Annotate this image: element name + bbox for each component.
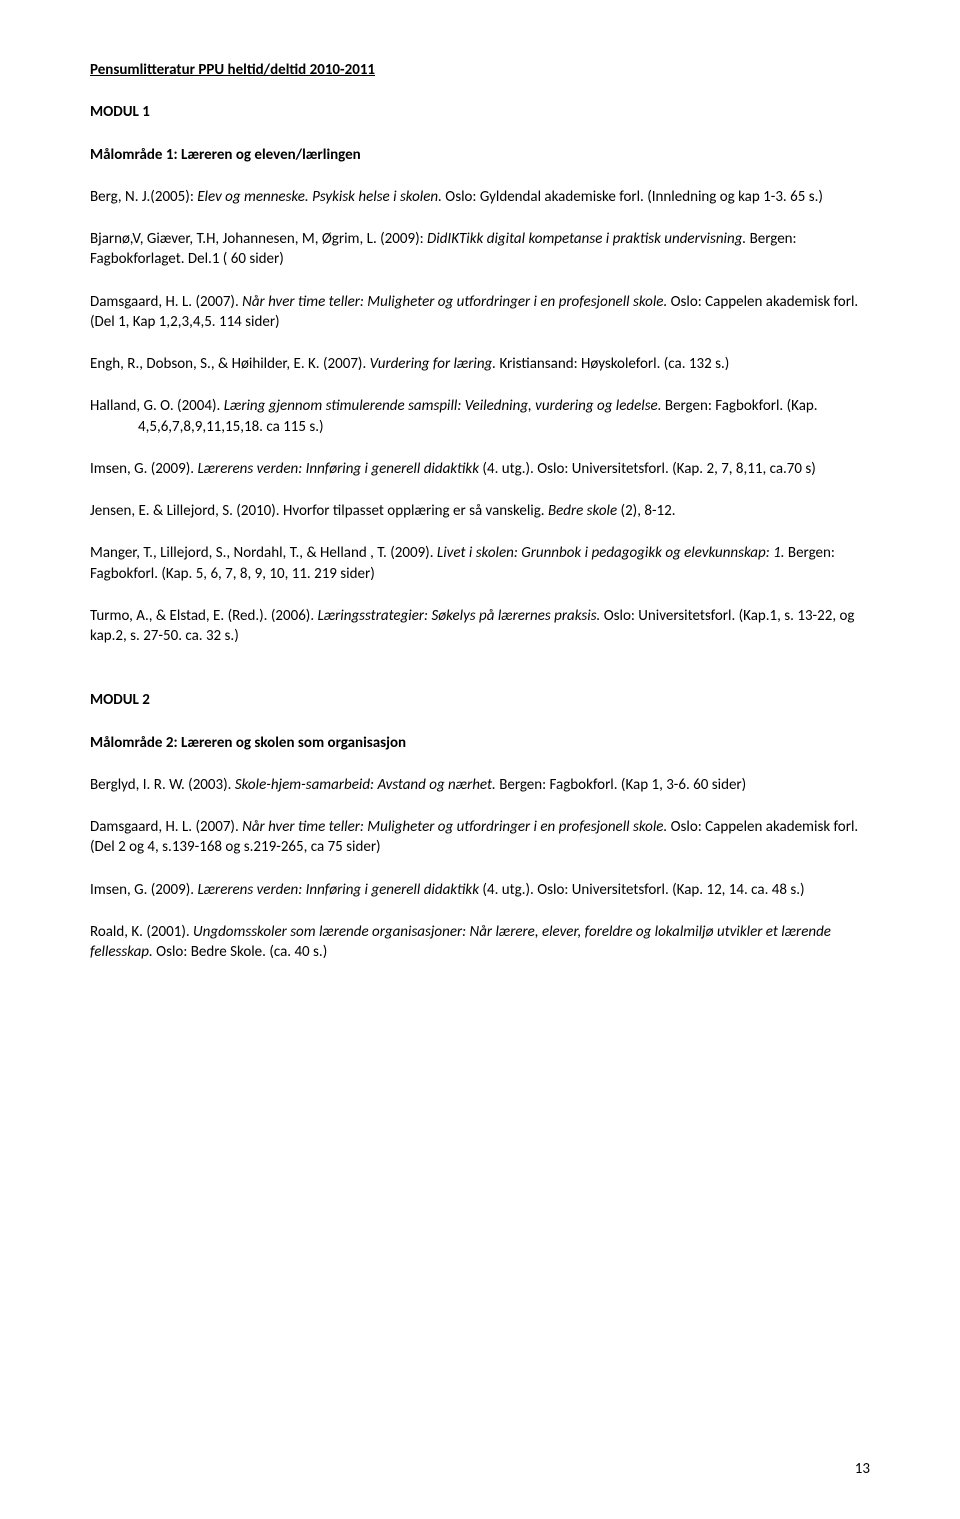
ref-title: Elev og menneske. Psykisk helse i skolen… xyxy=(197,188,442,206)
modul1-subheading: Målområde 1: Læreren og eleven/lærlingen xyxy=(90,145,870,165)
ref-author: Halland, G. O. (2004). xyxy=(90,397,224,415)
ref-pub: Oslo: Gyldendal akademiske forl. (Innled… xyxy=(442,188,823,206)
ref-title: Bedre skole xyxy=(548,502,617,520)
modul1-heading: MODUL 1 xyxy=(90,102,870,122)
ref-pub: Oslo: Bedre Skole. (ca. 40 s.) xyxy=(153,943,327,961)
ref-title: Lærerens verden: Innføring i generell di… xyxy=(197,460,479,478)
ref-title: Når hver time teller: Muligheter og utfo… xyxy=(242,818,667,836)
reference-entry: Berg, N. J.(2005): Elev og menneske. Psy… xyxy=(90,187,870,207)
ref-title: Lærerens verden: Innføring i generell di… xyxy=(197,881,479,899)
reference-entry: Halland, G. O. (2004). Læring gjennom st… xyxy=(90,396,870,437)
reference-entry: Imsen, G. (2009). Lærerens verden: Innfø… xyxy=(90,459,870,479)
page-number: 13 xyxy=(855,1459,870,1479)
ref-author: Jensen, E. & Lillejord, S. (2010). Hvorf… xyxy=(90,502,548,520)
ref-author: Berg, N. J.(2005): xyxy=(90,188,197,206)
ref-author: Berglyd, I. R. W. (2003). xyxy=(90,776,235,794)
page-title: Pensumlitteratur PPU heltid/deltid 2010-… xyxy=(90,60,870,80)
ref-author: Roald, K. (2001). xyxy=(90,923,193,941)
ref-pub: (2), 8-12. xyxy=(617,502,675,520)
reference-entry: Engh, R., Dobson, S., & Høihilder, E. K.… xyxy=(90,354,870,374)
ref-title: Når hver time teller: Muligheter og utfo… xyxy=(242,293,667,311)
ref-author: Damsgaard, H. L. (2007). xyxy=(90,818,242,836)
ref-author: Imsen, G. (2009). xyxy=(90,881,197,899)
reference-entry: Jensen, E. & Lillejord, S. (2010). Hvorf… xyxy=(90,501,870,521)
reference-entry: Berglyd, I. R. W. (2003). Skole-hjem-sam… xyxy=(90,775,870,795)
section-gap xyxy=(90,668,870,690)
ref-title: Læringsstrategier: Søkelys på lærernes p… xyxy=(318,607,601,625)
ref-pub: (4. utg.). Oslo: Universitetsforl. (Kap.… xyxy=(479,881,805,899)
reference-entry: Damsgaard, H. L. (2007). Når hver time t… xyxy=(90,292,870,333)
modul2-subheading: Målområde 2: Læreren og skolen som organ… xyxy=(90,733,870,753)
ref-title: DidIKTikk digital kompetanse i praktisk … xyxy=(427,230,746,248)
reference-entry: Damsgaard, H. L. (2007). Når hver time t… xyxy=(90,817,870,858)
ref-author: Bjarnø,V, Giæver, T.H, Johannesen, M, Øg… xyxy=(90,230,427,248)
reference-entry: Imsen, G. (2009). Lærerens verden: Innfø… xyxy=(90,880,870,900)
ref-title: Skole-hjem-samarbeid: Avstand og nærhet. xyxy=(235,776,496,794)
reference-entry: Turmo, A., & Elstad, E. (Red.). (2006). … xyxy=(90,606,870,647)
ref-author: Damsgaard, H. L. (2007). xyxy=(90,293,242,311)
reference-entry: Manger, T., Lillejord, S., Nordahl, T., … xyxy=(90,543,870,584)
ref-pub: Kristiansand: Høyskoleforl. (ca. 132 s.) xyxy=(496,355,729,373)
ref-author: Manger, T., Lillejord, S., Nordahl, T., … xyxy=(90,544,437,562)
modul2-heading: MODUL 2 xyxy=(90,690,870,710)
ref-title: Vurdering for læring. xyxy=(370,355,496,373)
reference-entry: Roald, K. (2001). Ungdomsskoler som lære… xyxy=(90,922,870,963)
reference-entry: Bjarnø,V, Giæver, T.H, Johannesen, M, Øg… xyxy=(90,229,870,270)
ref-author: Turmo, A., & Elstad, E. (Red.). (2006). xyxy=(90,607,318,625)
ref-author: Engh, R., Dobson, S., & Høihilder, E. K.… xyxy=(90,355,370,373)
ref-title: Livet i skolen: Grunnbok i pedagogikk og… xyxy=(437,544,785,562)
ref-pub: Bergen: Fagbokforl. (Kap 1, 3-6. 60 side… xyxy=(496,776,746,794)
ref-pub: (4. utg.). Oslo: Universitetsforl. (Kap.… xyxy=(479,460,816,478)
ref-author: Imsen, G. (2009). xyxy=(90,460,197,478)
ref-title: Læring gjennom stimulerende samspill: Ve… xyxy=(224,397,662,415)
